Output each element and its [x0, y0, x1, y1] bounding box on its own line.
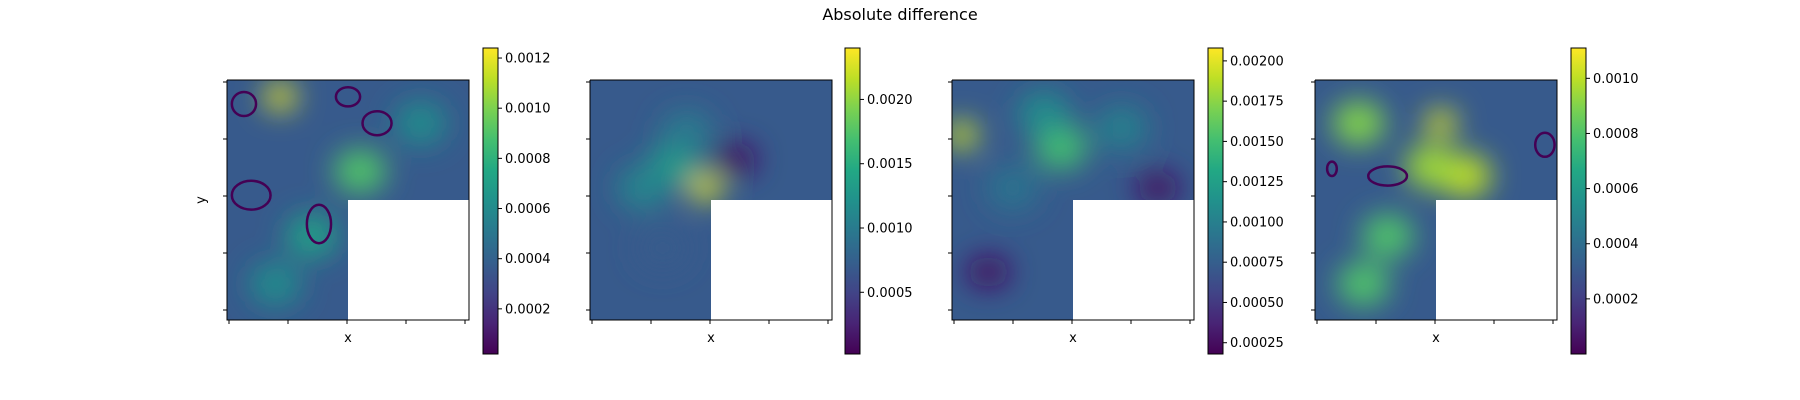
x-axis-label: x: [1069, 331, 1077, 346]
low-spot: [1135, 172, 1180, 204]
hot-spot: [334, 149, 387, 194]
zero-contour: [1366, 165, 1409, 187]
hot-spot: [617, 165, 670, 211]
colorbar-tick-label: 0.0020: [867, 93, 913, 108]
colorbar-tick-label: 0.00150: [1230, 135, 1284, 150]
axes-frame: [348, 200, 470, 321]
heatmap-field: [227, 80, 469, 320]
zero-contour: [305, 203, 333, 245]
hot-spot: [1034, 125, 1087, 170]
colorbar-tick-label: 0.0015: [867, 157, 913, 172]
colorbar-tick-label: 0.0006: [1593, 182, 1639, 197]
heatmap-field: [1315, 80, 1557, 320]
hot-spot: [986, 165, 1039, 211]
x-axis-label: x: [707, 331, 715, 346]
hot-spot: [1337, 261, 1390, 307]
hot-spot: [1361, 213, 1414, 259]
hot-spot: [690, 174, 723, 202]
colorbar: [1207, 47, 1224, 355]
hot-spot: [285, 213, 338, 259]
colorbar-tick-label: 0.0008: [1593, 127, 1639, 142]
zero-contour: [334, 85, 362, 108]
axes-frame: [951, 79, 1195, 321]
colorbar: [482, 47, 499, 355]
hot-spot: [264, 83, 297, 111]
colorbar-tick-label: 0.00200: [1230, 54, 1284, 69]
colorbar-tick-label: 0.0006: [505, 202, 551, 217]
colorbar-tick-label: 0.00175: [1230, 95, 1284, 110]
zero-contour: [230, 90, 258, 118]
heatmap-field: [590, 80, 832, 320]
axes-frame: [1436, 200, 1558, 321]
heatmap-panel-1: x y 0.0002 0.0004 0.0006 0.0008 0.0010 0.0012: [194, 47, 551, 355]
axes-frame: [226, 79, 470, 321]
zero-contour: [230, 179, 272, 211]
colorbar: [1570, 47, 1587, 355]
heatmap-panel-3: x 0.00025 0.00050 0.00075 0.00100 0.00125 0.00…: [948, 47, 1284, 355]
colorbar-tick-label: 0.00025: [1230, 336, 1284, 351]
hot-spot: [1405, 144, 1458, 189]
hot-spot: [1332, 101, 1385, 146]
axes-frame: [711, 200, 833, 321]
x-axis-label: x: [1432, 331, 1440, 346]
heatmap-panel-2: x 0.0005 0.0010 0.0015 0.0020: [586, 47, 913, 355]
axes-frame: [1314, 79, 1558, 321]
low-spot: [713, 143, 758, 176]
heatmap-field: [952, 80, 1194, 320]
axes-frame: [1073, 200, 1195, 321]
colorbar-tick-label: 0.0012: [505, 52, 551, 67]
colorbar-tick-label: 0.0010: [505, 102, 551, 117]
colorbar-tick-label: 0.0002: [1593, 292, 1639, 307]
colorbar: [844, 47, 861, 355]
hot-spot: [952, 121, 978, 149]
hot-spot: [249, 261, 302, 307]
colorbar-tick-label: 0.0004: [1593, 237, 1639, 252]
axes-frame: [589, 79, 833, 321]
colorbar-tick-label: 0.0005: [867, 286, 913, 301]
colorbar-tick-label: 0.00050: [1230, 296, 1284, 311]
colorbar-tick-label: 0.00100: [1230, 215, 1284, 230]
hot-spot: [1095, 105, 1148, 151]
x-axis-label: x: [344, 331, 352, 346]
zero-contour: [1533, 131, 1556, 159]
hot-spot: [660, 110, 713, 155]
figure-title: Absolute difference: [822, 5, 977, 24]
y-axis-label: y: [194, 196, 209, 204]
low-spot: [966, 256, 1011, 288]
colorbar-tick-label: 0.00075: [1230, 256, 1284, 271]
hot-spot: [1017, 91, 1070, 136]
zero-contour: [1325, 160, 1339, 178]
colorbar-tick-label: 0.0010: [867, 222, 913, 237]
hot-spot: [394, 101, 447, 146]
colorbar-tick-label: 0.0004: [505, 252, 551, 267]
colorbar-tick-label: 0.0002: [505, 302, 551, 317]
hot-spot: [636, 225, 689, 271]
colorbar-tick-label: 0.00125: [1230, 175, 1284, 190]
colorbar-tick-label: 0.0010: [1593, 72, 1639, 87]
colorbar-tick-label: 0.0008: [505, 152, 551, 167]
zero-contour: [361, 109, 393, 137]
heatmap-panel-4: x 0.0002 0.0004 0.0006 0.0008 0.0010: [1311, 47, 1639, 355]
hot-spot: [1424, 109, 1457, 137]
